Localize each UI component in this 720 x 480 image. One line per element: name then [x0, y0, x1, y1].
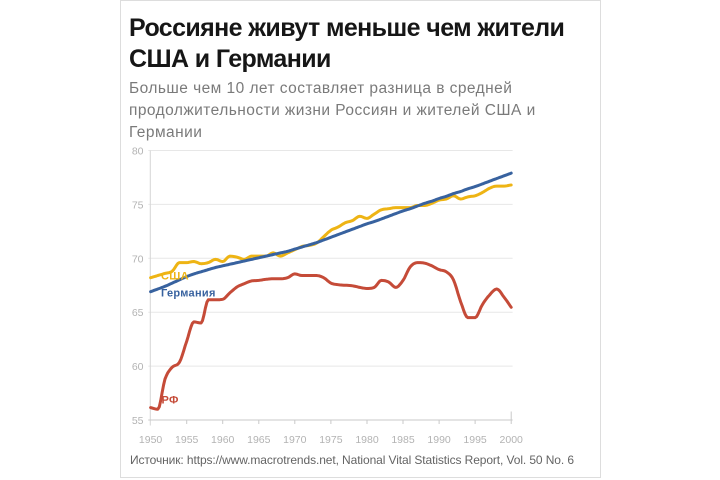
svg-text:2000: 2000: [500, 434, 524, 446]
svg-text:Германия: Германия: [161, 288, 216, 300]
svg-text:РФ: РФ: [162, 395, 179, 407]
svg-text:65: 65: [132, 307, 144, 319]
svg-text:1975: 1975: [319, 434, 343, 446]
svg-text:1965: 1965: [247, 434, 271, 446]
svg-text:1985: 1985: [391, 434, 415, 446]
svg-text:США: США: [161, 271, 189, 283]
svg-text:1970: 1970: [283, 434, 307, 446]
svg-text:1980: 1980: [355, 434, 379, 446]
svg-text:75: 75: [132, 199, 144, 211]
svg-text:1950: 1950: [139, 434, 163, 446]
svg-text:70: 70: [132, 253, 144, 265]
svg-text:1995: 1995: [463, 434, 487, 446]
svg-text:1955: 1955: [175, 434, 199, 446]
svg-text:55: 55: [132, 415, 144, 427]
svg-text:1990: 1990: [427, 434, 451, 446]
svg-text:80: 80: [132, 146, 144, 158]
svg-text:60: 60: [132, 361, 144, 373]
svg-text:1960: 1960: [211, 434, 235, 446]
